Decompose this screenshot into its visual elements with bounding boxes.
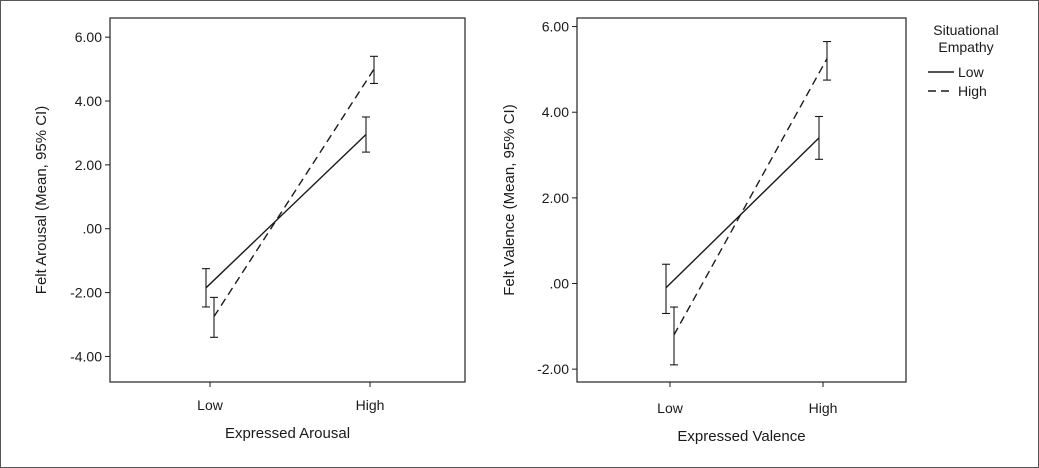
x-axis-title: Expressed Arousal (225, 425, 350, 442)
y-tick-label: 2.00 (75, 157, 102, 173)
series-low-line (205, 134, 367, 289)
y-tick-label: 6.00 (542, 19, 569, 35)
legend-title-line-2: Empathy (938, 39, 993, 55)
series-high-line (673, 58, 828, 336)
y-tick-label: 4.00 (542, 104, 569, 120)
x-axis-title: Expressed Valence (677, 428, 805, 445)
x-tick-label: Low (197, 397, 224, 413)
y-tick-label: -2.00 (70, 285, 102, 301)
y-tick-label: 4.00 (75, 93, 102, 109)
y-axis-title: Felt Valence (Mean, 95% CI) (501, 104, 518, 295)
y-tick-label: .00 (550, 276, 570, 292)
x-tick-label: High (356, 397, 385, 413)
y-tick-label: .00 (83, 221, 103, 237)
legend-label-low: Low (958, 64, 985, 80)
y-tick-label: -4.00 (70, 348, 102, 364)
y-tick-label: -2.00 (537, 361, 569, 377)
plot-frame (109, 17, 466, 383)
y-tick-label: 6.00 (75, 29, 102, 45)
legend-title-line-1: Situational (933, 22, 998, 38)
legend-label-high: High (958, 83, 987, 99)
chart-arousal: 6.00 4.00 2.00 .00 -2.00 -4.00 Low High Expresse… (33, 17, 466, 442)
y-tick-label: 2.00 (542, 190, 569, 206)
x-tick-label: High (809, 400, 838, 416)
series-high-line (213, 68, 375, 317)
series-low-line (665, 137, 820, 289)
x-tick-label: Low (657, 400, 684, 416)
plot-frame (576, 17, 907, 383)
y-axis-title: Felt Arousal (Mean, 95% CI) (33, 106, 50, 294)
